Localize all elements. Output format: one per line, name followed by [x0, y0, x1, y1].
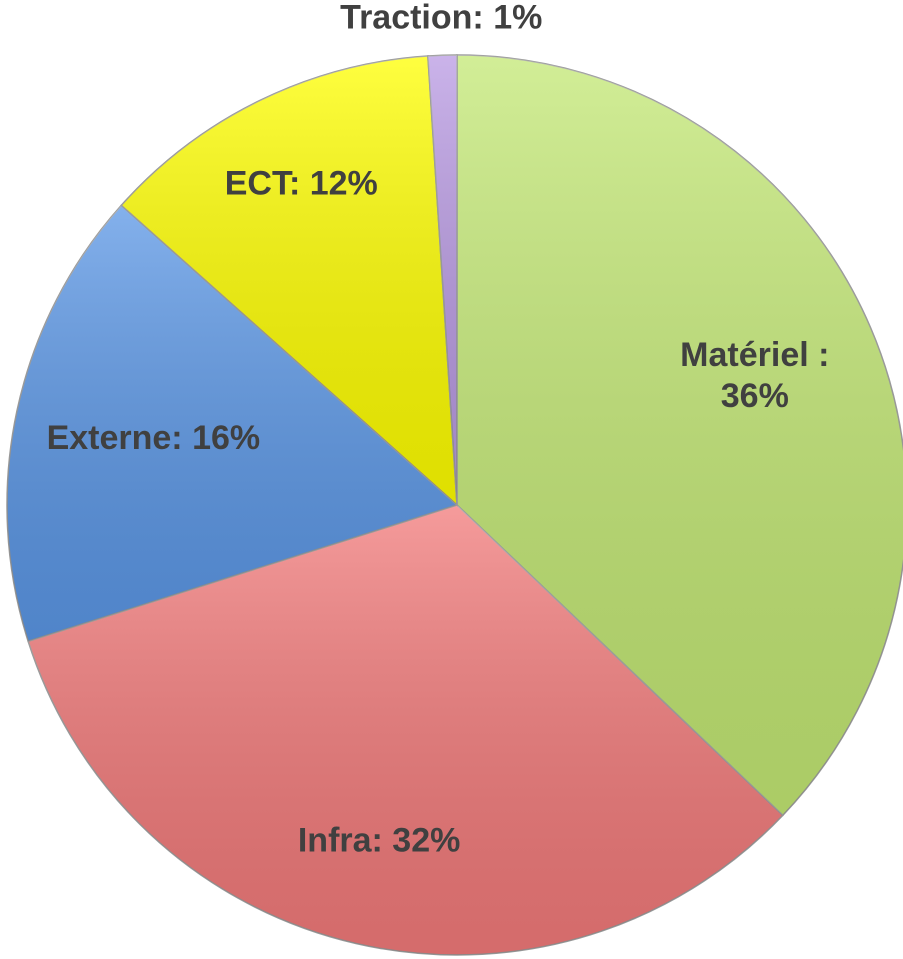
slice-shade — [6, 205, 457, 642]
slice-label: Infra: 32% — [298, 822, 461, 860]
slice-label: ECT: 12% — [225, 164, 378, 202]
slice-shade — [457, 55, 903, 816]
slice-label: Externe: 16% — [47, 419, 261, 457]
slice-shade — [28, 505, 783, 955]
slice-shade — [121, 55, 457, 506]
slice-label: Traction: 1% — [340, 0, 542, 36]
slice-shade — [427, 55, 457, 505]
slice-label: Matériel :36% — [680, 336, 829, 415]
